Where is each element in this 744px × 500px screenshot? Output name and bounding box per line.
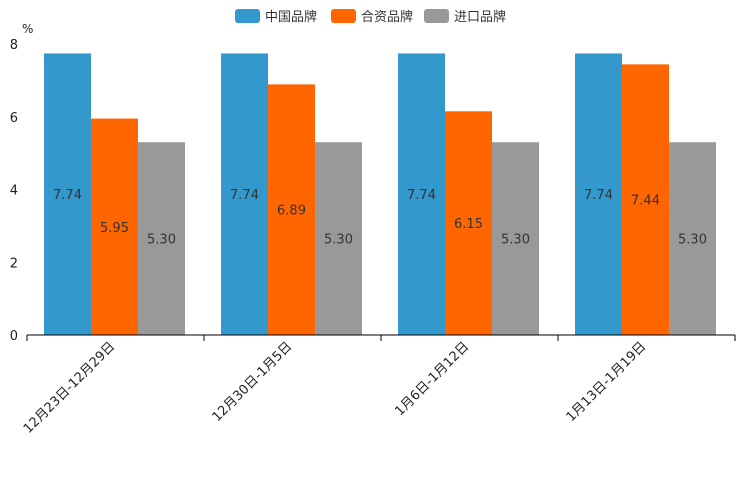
bar-value-label: 5.95: [100, 221, 129, 236]
bar-value-label: 6.15: [454, 217, 483, 232]
bar-group: 7.74 7.44 5.30: [575, 53, 716, 336]
y-axis-unit-label: %: [22, 22, 33, 36]
bar-value-label: 5.30: [678, 233, 707, 248]
legend-item[interactable]: 进口品牌: [424, 9, 506, 25]
legend: 中国品牌 合资品牌 进口品牌: [235, 9, 506, 25]
bar[interactable]: [91, 118, 138, 335]
legend-item[interactable]: 中国品牌: [235, 9, 317, 25]
x-category-label: 1月6日-1月12日: [392, 339, 472, 419]
y-tick-label: 2: [10, 256, 18, 271]
x-category-label: 12月30日-1月5日: [210, 339, 296, 425]
x-axis: 12月23日-12月29日 12月30日-1月5日 1月6日-1月12日 1月13日-…: [21, 334, 736, 437]
bar[interactable]: [44, 53, 91, 336]
bar[interactable]: [138, 142, 185, 335]
x-category-label: 12月23日-12月29日: [21, 339, 118, 436]
bar-value-label: 5.30: [324, 233, 353, 248]
bar-group: 7.74 6.15 5.30: [398, 53, 539, 336]
bar-value-label: 7.74: [53, 188, 82, 203]
y-tick-label: 4: [10, 184, 18, 199]
bar[interactable]: [268, 84, 315, 335]
bar-value-label: 6.89: [277, 204, 306, 219]
bar-group: 7.74 6.89 5.30: [221, 53, 362, 336]
bar[interactable]: [622, 64, 669, 336]
bar[interactable]: [575, 53, 622, 336]
x-category-label: 1月13日-1月19日: [564, 339, 650, 425]
legend-label: 进口品牌: [454, 9, 506, 25]
bar-value-label: 7.44: [631, 194, 660, 209]
y-tick-label: 0: [10, 329, 18, 344]
legend-label: 合资品牌: [361, 9, 413, 25]
legend-swatch: [331, 9, 356, 23]
legend-item[interactable]: 合资品牌: [331, 9, 413, 25]
bar-value-label: 7.74: [407, 188, 436, 203]
bar-value-label: 7.74: [230, 188, 259, 203]
y-axis: 0 2 4 6 8: [10, 38, 18, 344]
bar-value-label: 5.30: [501, 233, 530, 248]
bar[interactable]: [669, 142, 716, 335]
legend-swatch: [235, 9, 260, 23]
y-tick-label: 6: [10, 111, 18, 126]
bar-value-label: 7.74: [584, 188, 613, 203]
bar-group: 7.74 5.95 5.30: [44, 53, 185, 336]
legend-swatch: [424, 9, 449, 23]
y-tick-label: 8: [10, 38, 18, 53]
bar[interactable]: [221, 53, 268, 336]
legend-label: 中国品牌: [265, 9, 317, 25]
bar[interactable]: [398, 53, 445, 336]
bar[interactable]: [492, 142, 539, 335]
bar[interactable]: [445, 111, 492, 335]
bar[interactable]: [315, 142, 362, 335]
bar-value-label: 5.30: [147, 233, 176, 248]
bars: 7.745.955.307.746.895.307.746.155.307.74…: [44, 53, 716, 336]
